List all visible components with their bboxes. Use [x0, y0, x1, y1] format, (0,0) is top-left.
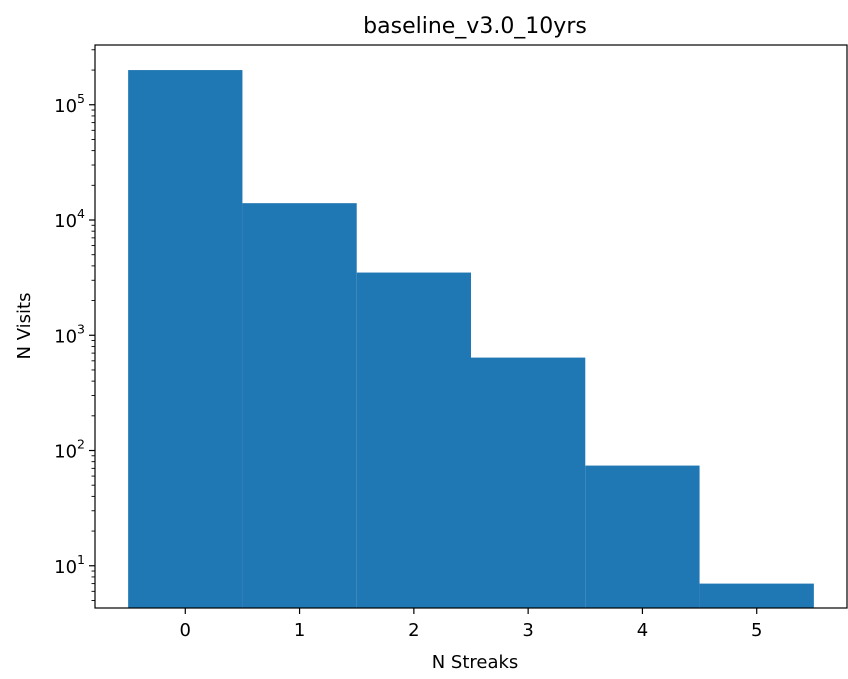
bar-4	[585, 465, 700, 608]
bar-3	[471, 357, 586, 608]
y-tick-label: 105	[54, 91, 85, 117]
bar-1	[242, 203, 357, 608]
y-axis-label: N Visits	[14, 293, 35, 360]
x-ticks-group: 0 1 2 3 4 5	[180, 608, 762, 641]
y-tick-label: 101	[54, 552, 85, 578]
x-tick-label: 5	[751, 620, 762, 641]
y-tick-label: 104	[54, 206, 85, 232]
x-tick-label: 3	[522, 620, 533, 641]
x-axis-label: N Streaks	[432, 652, 519, 673]
bar-2	[356, 272, 471, 608]
x-tick-label: 0	[180, 620, 191, 641]
bar-5	[699, 583, 814, 608]
x-tick-label: 1	[294, 620, 305, 641]
y-ticks-group: 101 102 103 104 105	[54, 49, 95, 601]
bars-group	[128, 70, 814, 609]
plot-frame	[94, 44, 848, 609]
chart-title: baseline_v3.0_10yrs	[363, 14, 587, 39]
bar-0	[128, 70, 243, 609]
x-tick-label: 4	[637, 620, 648, 641]
y-tick-label: 102	[54, 437, 85, 463]
y-tick-label: 103	[54, 321, 85, 347]
x-tick-label: 2	[408, 620, 419, 641]
